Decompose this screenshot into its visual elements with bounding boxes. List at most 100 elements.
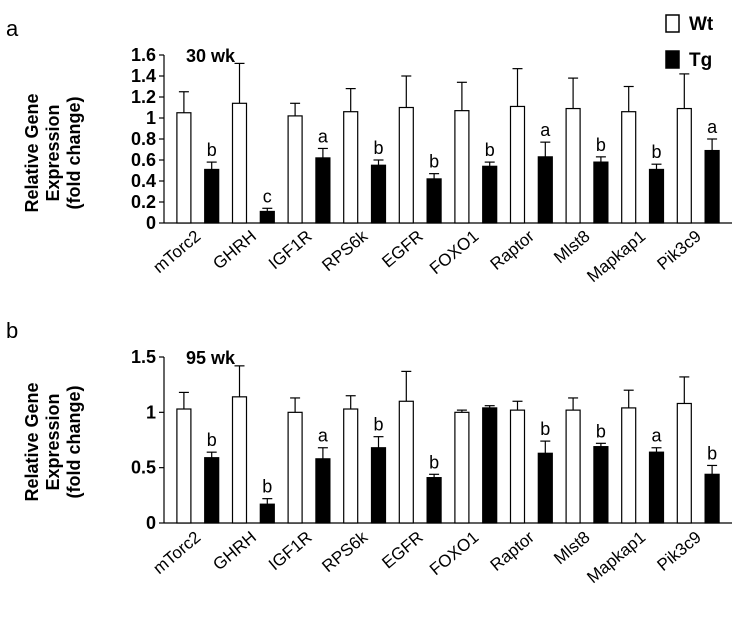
bar-wt xyxy=(565,107,581,224)
category-label: RPS6k xyxy=(318,226,371,275)
y-axis-label-line: (fold change) xyxy=(64,97,84,210)
significance-label: a xyxy=(540,120,551,140)
panel-period-label: 30 wk xyxy=(186,46,236,66)
category-label: Mapkap1 xyxy=(583,227,649,287)
significance-label: a xyxy=(318,126,329,146)
bar-wt xyxy=(454,411,470,524)
bar-tg xyxy=(370,164,387,224)
significance-label: b xyxy=(429,452,439,472)
bar-tg xyxy=(370,447,387,524)
bar-wt xyxy=(621,407,637,524)
legend-label-tg: Tg xyxy=(689,50,712,71)
chart-panel-a: 00.20.40.60.811.21.41.6 Relative GeneExpr… xyxy=(22,45,732,286)
bar-wt xyxy=(176,408,192,524)
bar-wt xyxy=(398,400,414,524)
category-label: FOXO1 xyxy=(426,528,482,580)
bar-wt xyxy=(176,112,192,224)
bar-tg xyxy=(593,161,609,224)
significance-label: b xyxy=(651,142,661,162)
significance-label: b xyxy=(373,138,383,158)
bar-tg xyxy=(704,149,720,224)
bar-wt xyxy=(509,409,526,524)
significance-label: b xyxy=(207,430,217,450)
bar-wt xyxy=(343,111,359,224)
y-tick-label: 0 xyxy=(146,513,156,533)
significance-label: b xyxy=(207,140,217,160)
bar-tg xyxy=(259,503,275,524)
bar-wt xyxy=(565,409,581,524)
bar-tg xyxy=(537,156,553,224)
significance-label: b xyxy=(262,477,272,497)
category-label: Mapkap1 xyxy=(583,528,649,588)
category-label: FOXO1 xyxy=(426,227,482,279)
category-label: Mlst8 xyxy=(550,227,593,268)
significance-label: b xyxy=(373,415,383,435)
legend-label-wt: Wt xyxy=(689,14,714,35)
chart-panel-b: 0 0.5 1 1.5 Relative GeneExpression(fold cha… xyxy=(22,347,732,587)
y-axis-label: Relative GeneExpression(fold change) xyxy=(22,93,84,212)
bar-tg xyxy=(259,210,275,224)
bar-tg xyxy=(315,157,331,224)
bar-tg xyxy=(593,446,609,524)
y-tick-label: 0 xyxy=(146,213,156,233)
significance-label: b xyxy=(485,140,495,160)
bar-tg xyxy=(315,458,331,524)
significance-label: a xyxy=(651,426,662,446)
significance-label: a xyxy=(707,117,718,137)
y-tick-label: 0.8 xyxy=(131,129,156,149)
legend-swatch-tg xyxy=(665,50,680,69)
bar-tg xyxy=(426,477,442,524)
category-label: GHRH xyxy=(209,227,260,274)
significance-label: b xyxy=(429,152,439,172)
significance-label: b xyxy=(596,135,606,155)
y-tick-label: 1.4 xyxy=(131,66,156,86)
bar-tg xyxy=(482,407,498,524)
category-label: Pik3c9 xyxy=(653,227,704,274)
bar-tg xyxy=(704,473,720,524)
panel-a-letter: a xyxy=(6,16,19,41)
bar-wt xyxy=(343,408,359,524)
y-axis-label-line: Expression xyxy=(43,393,63,490)
bar-tg xyxy=(426,178,442,224)
panel-period-label: 95 wk xyxy=(186,348,236,368)
category-label: mTorc2 xyxy=(149,528,204,578)
bar-tg xyxy=(204,457,220,524)
category-label: mTorc2 xyxy=(149,227,204,277)
y-tick-label: 0.6 xyxy=(131,150,156,170)
bar-tg xyxy=(648,451,665,524)
bar-wt xyxy=(676,402,692,524)
bar-tg xyxy=(537,452,553,524)
bar-wt xyxy=(398,106,414,224)
y-axis-label-line: Relative Gene xyxy=(22,93,42,212)
y-tick-label: 1.2 xyxy=(131,87,156,107)
bar-wt xyxy=(231,396,248,524)
y-axis-label-line: Relative Gene xyxy=(22,382,42,501)
significance-label: b xyxy=(596,421,606,441)
category-label: RPS6k xyxy=(318,527,371,576)
y-axis-label: Relative GeneExpression(fold change) xyxy=(22,382,84,501)
category-label: GHRH xyxy=(209,528,260,575)
legend: Wt Tg xyxy=(665,14,714,71)
bar-wt xyxy=(231,102,248,224)
category-label: EGFR xyxy=(378,528,426,573)
significance-label: a xyxy=(318,426,329,446)
category-label: Pik3c9 xyxy=(653,528,704,575)
y-tick-label: 1 xyxy=(146,402,156,422)
bar-tg xyxy=(648,168,665,224)
category-label: Raptor xyxy=(487,226,539,274)
category-label: IGF1R xyxy=(265,528,316,575)
bar-wt xyxy=(676,107,692,224)
y-tick-label: 0.4 xyxy=(131,171,156,191)
y-tick-label: 0.2 xyxy=(131,192,156,212)
significance-label: c xyxy=(263,186,272,206)
y-tick-label: 0.5 xyxy=(131,458,156,478)
y-tick-label: 1.5 xyxy=(131,347,156,367)
significance-label: b xyxy=(707,443,717,463)
category-label: EGFR xyxy=(378,227,426,272)
bar-wt xyxy=(621,111,637,224)
y-axis-label-line: Expression xyxy=(43,104,63,201)
bar-wt xyxy=(509,105,526,224)
bar-wt xyxy=(287,411,303,524)
y-tick-label: 1.6 xyxy=(131,45,156,65)
